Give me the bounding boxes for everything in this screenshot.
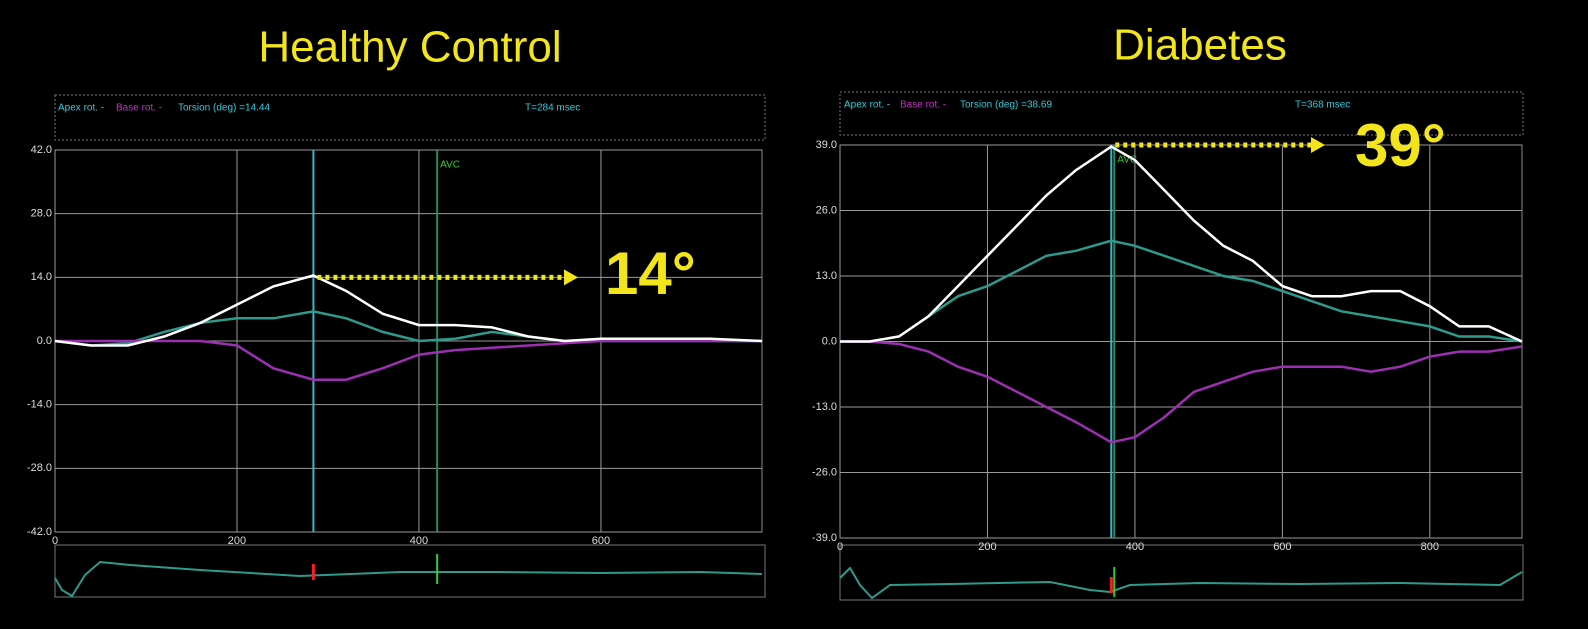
- header-box: [839, 91, 1524, 136]
- y-tick-label: -26.0: [812, 466, 837, 478]
- strip-box: [839, 544, 1524, 601]
- series-line: [55, 339, 762, 381]
- series-line: [840, 145, 1523, 343]
- x-tick-label: 200: [228, 535, 246, 547]
- ecg-trace: [839, 566, 1523, 600]
- avc-label: AVC: [1117, 155, 1137, 166]
- x-tick-label: 600: [592, 535, 610, 547]
- x-tick-label: 400: [410, 535, 428, 547]
- chart-title: Healthy Control: [258, 23, 561, 72]
- y-tick-label: 26.0: [816, 204, 837, 216]
- y-tick-label: 39.0: [816, 139, 837, 151]
- avc-label: AVC: [440, 160, 460, 171]
- y-tick-label: -28.0: [27, 462, 52, 474]
- series-line: [54, 274, 763, 347]
- arrow-head: [1311, 137, 1325, 153]
- strip-box: [54, 544, 766, 598]
- y-tick-label: 0.0: [37, 335, 52, 347]
- series-line: [840, 239, 1523, 343]
- arrow-head: [564, 269, 578, 286]
- annotation: 39°: [1355, 112, 1446, 179]
- x-tick-label: 600: [1273, 541, 1291, 553]
- readout: Torsion (deg) =38.69: [960, 100, 1052, 111]
- y-tick-label: 42.0: [31, 144, 52, 156]
- readout: Torsion (deg) =14.44: [178, 103, 270, 114]
- x-tick-label: 400: [1126, 541, 1144, 553]
- legend-entry: Apex rot. -: [844, 100, 890, 111]
- y-tick-label: 28.0: [31, 208, 52, 220]
- y-tick-label: 0.0: [822, 335, 837, 347]
- ecg-trace: [54, 560, 763, 598]
- x-tick-label: 200: [978, 541, 996, 553]
- y-tick-label: 14.0: [31, 271, 52, 283]
- y-tick-label: -13.0: [812, 401, 837, 413]
- series-line: [840, 340, 1523, 444]
- header-box: [54, 94, 766, 141]
- legend-entry: Base rot. -: [116, 103, 162, 114]
- y-tick-label: -39.0: [812, 532, 837, 544]
- x-tick-label: 800: [1421, 541, 1439, 553]
- time-readout: T=368 msec: [1295, 100, 1350, 111]
- time-readout: T=284 msec: [525, 103, 580, 114]
- legend-entry: Base rot. -: [900, 100, 946, 111]
- y-tick-label: -42.0: [27, 526, 52, 538]
- y-tick-label: 13.0: [816, 270, 837, 282]
- y-tick-label: -14.0: [27, 399, 52, 411]
- legend-entry: Apex rot. -: [58, 103, 104, 114]
- x-tick-label: 0: [837, 541, 843, 553]
- annotation: 14°: [605, 240, 696, 307]
- x-tick-label: 0: [52, 535, 58, 547]
- chart-title: Diabetes: [1113, 21, 1287, 70]
